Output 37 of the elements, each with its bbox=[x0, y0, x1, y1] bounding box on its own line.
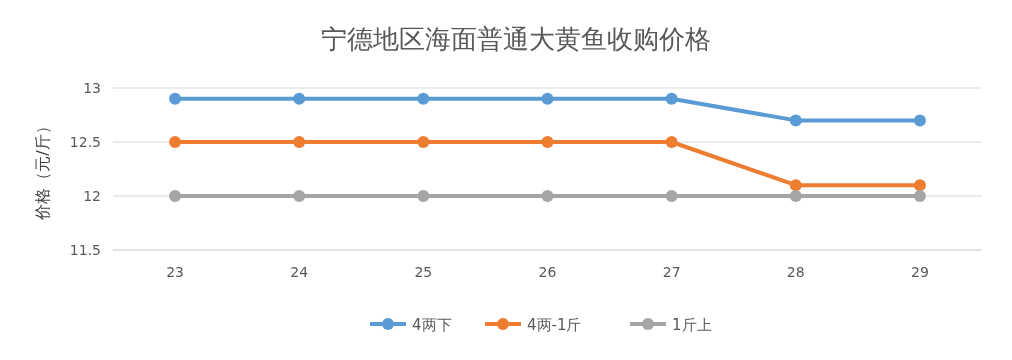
y-tick-label: 12 bbox=[83, 188, 101, 204]
point bbox=[665, 190, 678, 202]
point bbox=[789, 190, 802, 202]
point bbox=[293, 92, 306, 105]
y-tick-label: 12.5 bbox=[69, 134, 101, 150]
point bbox=[789, 114, 802, 127]
x-tick-label: 28 bbox=[786, 264, 805, 280]
point bbox=[293, 136, 306, 148]
point bbox=[665, 92, 678, 105]
point bbox=[417, 136, 430, 148]
point bbox=[169, 92, 182, 105]
point bbox=[913, 190, 926, 202]
point bbox=[417, 92, 430, 105]
legend-label: 4两下 bbox=[412, 316, 452, 334]
legend-label: 4两-1斤 bbox=[527, 316, 582, 334]
point bbox=[417, 190, 430, 202]
point bbox=[789, 179, 802, 192]
x-tick-label: 24 bbox=[290, 264, 309, 280]
y-tick-label: 13 bbox=[83, 80, 101, 96]
point bbox=[541, 190, 554, 202]
x-tick-label: 23 bbox=[166, 264, 184, 280]
y-tick-label: 11.5 bbox=[69, 242, 101, 258]
point bbox=[293, 190, 306, 202]
x-tick-label: 25 bbox=[414, 264, 433, 280]
y-axis-title: 价格（元/斤） bbox=[33, 118, 52, 221]
point bbox=[169, 136, 182, 148]
legend-label: 1斤上 bbox=[672, 316, 712, 334]
x-tick-label: 26 bbox=[538, 264, 557, 280]
point bbox=[913, 114, 926, 127]
chart-title: 宁德地区海面普通大黄鱼收购价格 bbox=[321, 24, 711, 54]
point bbox=[169, 190, 182, 202]
point bbox=[913, 179, 926, 192]
point bbox=[541, 136, 554, 148]
x-tick-label: 27 bbox=[662, 264, 681, 280]
x-tick-label: 29 bbox=[911, 264, 929, 280]
point bbox=[665, 136, 678, 148]
point bbox=[541, 92, 554, 105]
